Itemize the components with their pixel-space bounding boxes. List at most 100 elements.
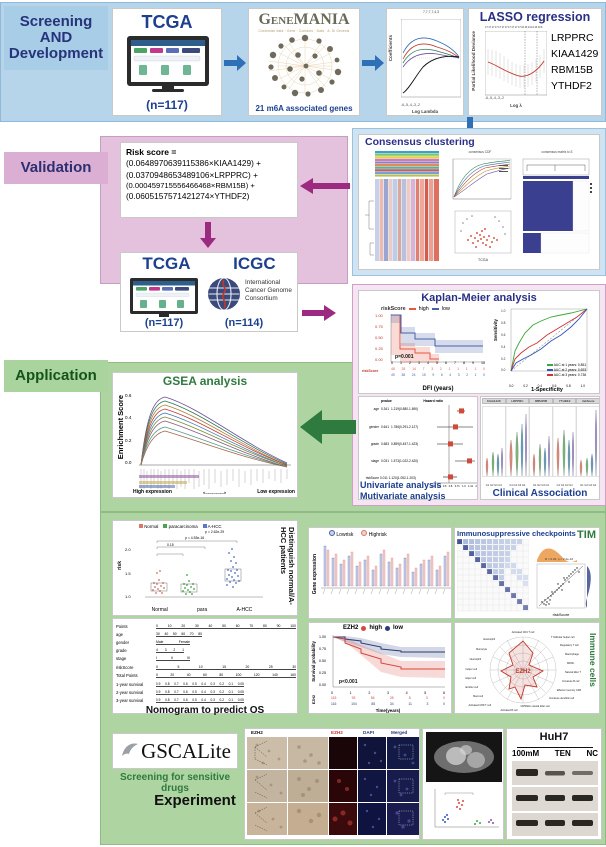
arrow-tcga-to-genemania xyxy=(224,55,246,71)
ezh2-legend-dot-low xyxy=(385,625,391,631)
ezh2-table-cell: 28 xyxy=(389,696,394,700)
genemania-caption: 21 m6A associated genes xyxy=(255,104,353,113)
forest-axis-tick: 0.71 xyxy=(454,485,460,488)
tick: 0.3 xyxy=(210,681,215,686)
clinical-gene-header: riskScore xyxy=(576,398,599,404)
km-risk-cell: 7 xyxy=(422,367,425,371)
forest-row-label: age xyxy=(373,407,379,411)
ihc-if-image-grid xyxy=(247,737,419,835)
checkpoints-correlation-matrix xyxy=(457,539,529,612)
nomogram-row-scale: 0 10 20 30 40 50 60 70 80 90 100 xyxy=(156,624,296,629)
tick: 100 xyxy=(235,672,242,677)
risk-score-line-2: (0.0370948653489106×LRPPRC) + xyxy=(126,169,258,180)
roc-legend-text: AUC at 3 years: 0.736 xyxy=(553,372,587,377)
svg-text:0.0: 0.0 xyxy=(501,368,506,372)
cytokines-boxplots xyxy=(321,545,451,595)
tick: 80 xyxy=(198,631,202,636)
km-x-tick: 7 xyxy=(454,361,456,365)
tick: 0.6 xyxy=(183,698,188,703)
nomogram-row-scale: 0.9 0.8 0.7 0.6 0.5 0.4 0.3 0.2 0.1 0.05 xyxy=(156,698,244,704)
boxplot-legend-text: A-HCC xyxy=(207,524,222,529)
km-x-tick: 9 xyxy=(472,361,474,365)
tim-xlabel: riskScore xyxy=(552,612,570,617)
lasso-regression-panel: LASSO regression 17 17 17 17 17 17 17 17… xyxy=(468,8,602,116)
lasso-top-ticks: 17 17 17 17 17 17 17 17 17 17 17 16 16 1… xyxy=(485,26,543,29)
tick: I xyxy=(156,656,157,661)
svg-text:CD56dim natural killer cell: CD56dim natural killer cell xyxy=(520,705,549,708)
ezh2-x-ticks: 0 1 2 3 4 5 6 xyxy=(331,691,445,695)
km-risk-cell: 6 xyxy=(440,373,443,377)
roc-curves: 1.0 0.8 0.6 0.4 0.2 0.0 xyxy=(501,308,588,372)
tick: 80 xyxy=(262,623,267,628)
tcga-title: TCGA xyxy=(141,12,193,32)
km-legend-high: high xyxy=(418,306,429,312)
consensus-cdf-plot xyxy=(452,158,512,200)
svg-text:0.4: 0.4 xyxy=(501,345,506,349)
svg-text:Natural killer T cell: Natural killer T cell xyxy=(565,671,581,674)
lasso-deviance-curve xyxy=(485,31,547,96)
km-x-tick: 6 xyxy=(445,361,447,365)
boxplot-sig-1: 0.15 xyxy=(167,543,174,547)
risk-score-formula-box: Risk score = (0.0648970639115386×KIAA142… xyxy=(120,142,298,218)
coef-x-ticks: -6,-5,-4,-3,-2 xyxy=(401,103,420,107)
tick: 3 xyxy=(164,648,167,653)
validation-section-label-text: Validation xyxy=(20,158,92,176)
nomogram-row-label: 3-year survival xyxy=(116,698,144,704)
clinical-group-tick-set: G1 G2 G3 G4 xyxy=(509,484,526,487)
tick: 0.9 xyxy=(156,681,161,686)
screening-section-label: Screening AND Development xyxy=(4,6,108,70)
km-x-tick: 0 xyxy=(391,361,393,365)
tick: 30 xyxy=(292,664,296,669)
if-header-ezh2: EZH2 xyxy=(331,730,343,735)
forest-row-pvalue: 0.341 xyxy=(381,407,389,411)
boxplot-x-tick: para xyxy=(197,607,208,613)
km-xlabel: DFI (years) xyxy=(422,386,454,392)
consensus-matrix xyxy=(522,158,592,254)
tick: 0.05 xyxy=(237,690,244,695)
tick: 0.3 xyxy=(210,690,215,695)
nomogram-row: gender Male Female xyxy=(116,638,296,646)
svg-text:R = 0.46, p = 2.2e-16: R = 0.46, p = 2.2e-16 xyxy=(545,557,574,561)
gene-kiaa1429: KIAA1429 xyxy=(551,47,599,60)
clinical-group-tick-set: G1 G2 G3 G4 xyxy=(532,484,549,487)
ezh2-table-cell: 34 xyxy=(389,702,394,706)
tick: 0.1 xyxy=(228,681,234,686)
genemania-subtitle: Customize data · Gene · Contacts · Data … xyxy=(258,29,350,33)
tick: 50 xyxy=(222,623,226,628)
nomogram-caption: Nomogram to predict OS xyxy=(145,705,265,716)
km-risk-cell: 15 xyxy=(422,373,426,377)
forest-row-label: stage xyxy=(371,459,379,463)
km-risk-cell: 9 xyxy=(432,373,435,377)
km-risk-row-high: 48 28 14 7 3 2 1 1 1 1 0 xyxy=(391,367,485,371)
gsea-y-tick: 0.4 xyxy=(125,415,132,421)
nomogram-row-label: grade xyxy=(116,648,127,654)
tick: 0 xyxy=(156,664,158,669)
cytokines-legend-lowrisk: Lowrisk xyxy=(329,530,353,538)
km-x-tick: 10 xyxy=(481,361,485,365)
roc-ylabel: Sensitivity xyxy=(493,319,498,341)
gsea-y-tick: 0.0 xyxy=(125,459,132,465)
tick: Male xyxy=(156,639,164,644)
forest-col-hr: Hazard ratio xyxy=(423,399,443,403)
nomogram-card: Points 0 10 20 30 40 50 60 70 80 90 100 age 30 40 50… xyxy=(112,618,298,714)
nomogram-row: grade 4 3 2 1 xyxy=(116,647,296,655)
forest-row-pvalue: 0.683 xyxy=(381,442,389,446)
boxplot-legend-para: paracarcinoma xyxy=(163,524,198,529)
tick: 0.7 xyxy=(174,698,179,703)
arrow-genemania-to-lasso xyxy=(362,55,384,71)
tick: 15 xyxy=(222,664,226,669)
gsea-footer-arrow: <--------------> xyxy=(202,489,227,495)
forest-row-hr: 1.786(0.291-2.127) xyxy=(390,425,419,429)
tick: 0.4 xyxy=(201,690,206,695)
tick: 40 xyxy=(208,623,213,628)
nomogram-row: riskScore 0 5 10 15 20 25 30 xyxy=(116,663,296,671)
western-lane-label: 100mM xyxy=(512,749,540,758)
ezh2-table-cell: 93 xyxy=(351,696,356,700)
km-risk-cell: 1 xyxy=(474,367,477,371)
ezh2-table-cell: 85 xyxy=(371,702,376,706)
nomogram-row-scale: 0.9 0.8 0.7 0.6 0.5 0.4 0.3 0.2 0.1 0.05 xyxy=(156,690,244,696)
arrow-km-to-gsea xyxy=(300,410,356,444)
clinical-gene-header: YTHDF2 xyxy=(552,398,577,404)
svg-text:0.75: 0.75 xyxy=(375,324,384,329)
svg-text:Activated B cell: Activated B cell xyxy=(500,709,518,712)
